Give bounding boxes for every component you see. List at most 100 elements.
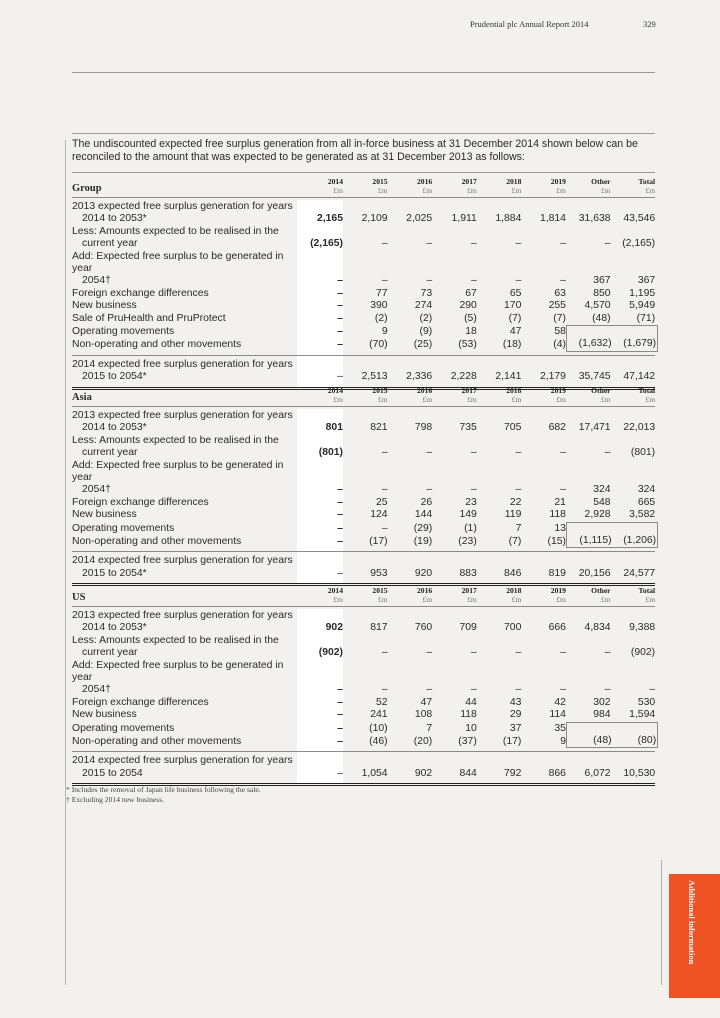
intro-paragraph: The undiscounted expected free surplus g… — [72, 138, 638, 163]
cell-value: 22 — [509, 496, 522, 508]
column-unit: £m — [422, 394, 433, 404]
column-unit: £m — [467, 185, 477, 195]
footnotes: * Includes the removal of Japan life bus… — [66, 785, 261, 805]
column-year: Total — [638, 177, 656, 186]
row-label-line: Less: Amounts expected to be realised in… — [72, 225, 279, 237]
row-label-line: Foreign exchange differences — [72, 696, 209, 708]
column-year: 2018 — [506, 586, 522, 595]
cell-value: 2,165 — [316, 213, 343, 225]
cell-value: (17) — [369, 536, 388, 548]
column-year: Other — [591, 386, 611, 395]
table-row: New business – 124 144 149 119 118 2,928 3,582 — [72, 509, 655, 521]
column-unit: £m — [422, 185, 433, 195]
cell-value: – — [471, 275, 477, 287]
row-label: Operating movements — [72, 523, 297, 535]
table-row: Less: Amounts expected to be realised in… — [72, 226, 655, 251]
cell-value: 29 — [509, 709, 522, 721]
cell-value: 73 — [420, 287, 433, 299]
cell-value: 548 — [593, 496, 611, 508]
row-label-line: Operating movements — [72, 522, 175, 534]
cell-value: – — [471, 647, 477, 659]
cell-value: 324 — [593, 484, 611, 496]
column-unit: £m — [333, 594, 343, 604]
cell-value: (902) — [630, 647, 656, 659]
section-tab[interactable]: Additional information — [669, 874, 720, 998]
cell-value: – — [426, 684, 433, 696]
row-label-line: 2015 to 2054 — [82, 767, 143, 779]
cell-value: – — [515, 647, 522, 659]
cell-value: – — [381, 522, 388, 534]
cell-value: 47 — [509, 326, 522, 338]
cell-value: 35,745 — [578, 371, 611, 383]
row-label-line: 2054† — [82, 484, 111, 496]
cell-value: – — [381, 447, 388, 459]
column-header: 2015 £m — [343, 386, 387, 404]
cell-value: – — [337, 300, 343, 312]
row-label-line: Non-operating and other movements — [72, 536, 242, 548]
row-label-line: 2054† — [82, 684, 111, 696]
cell-value: 44 — [465, 696, 477, 708]
cell-value — [565, 721, 612, 736]
cell-value: 705 — [504, 422, 522, 434]
table-header-row: Group 2014 £m 2015 £m 2016 £m 2017 £m 2018 £m 2019 £… — [72, 177, 656, 198]
column-year: 2014 — [327, 586, 343, 595]
table-row: Add: Expected free surplus to be generat… — [72, 460, 655, 497]
column-unit: £m — [645, 185, 656, 195]
cell-value: 25 — [376, 496, 388, 508]
cell-value: – — [560, 447, 566, 459]
cell-value: – — [381, 684, 388, 696]
highlight-2014-column — [297, 609, 343, 784]
column-unit: £m — [600, 185, 611, 195]
cell-value: 367 — [593, 275, 611, 287]
cell-value: 817 — [370, 622, 388, 634]
table-row: Operating movements – 9 (9) 18 47 58 — [72, 325, 659, 339]
cell-value: (29) — [413, 522, 433, 534]
cell-value: 4,834 — [584, 622, 611, 634]
cell-value: (1,632) — [565, 338, 612, 352]
cell-value: 63 — [554, 287, 566, 299]
cell-value: 760 — [414, 622, 433, 634]
cell-value: 367 — [637, 275, 656, 287]
table-row: Foreign exchange differences – 25 26 23 22 21 5… — [72, 497, 655, 509]
cell-value: 47,142 — [623, 371, 656, 383]
cell-value: (23) — [458, 536, 477, 548]
highlight-2014-column — [297, 409, 343, 584]
cell-value: – — [337, 736, 343, 748]
cell-value: 274 — [414, 300, 433, 312]
cell-value: 1,594 — [629, 709, 656, 721]
column-year: 2019 — [550, 386, 566, 395]
row-label: Non-operating and other movements — [72, 736, 297, 748]
row-label: New business — [72, 509, 297, 521]
row-label-line: Non-operating and other movements — [72, 736, 242, 748]
cell-value: 792 — [504, 767, 522, 779]
row-label-line: New business — [72, 509, 137, 521]
column-header: 2015 £m — [343, 586, 388, 604]
cell-value: (19) — [413, 536, 433, 548]
cell-value: – — [337, 339, 343, 351]
cell-value: (37) — [458, 736, 477, 748]
cell-value — [611, 721, 659, 736]
cell-value: 844 — [459, 767, 477, 779]
cell-value: (2) — [374, 312, 388, 324]
row-label: Operating movements — [72, 723, 297, 735]
cell-value: – — [604, 647, 611, 659]
column-unit: £m — [511, 594, 522, 604]
table-row: 2013 expected free surplus generation fo… — [72, 201, 655, 226]
table-row: Non-operating and other movements – (70) (2… — [72, 338, 659, 352]
cell-value: (2,165) — [622, 238, 656, 250]
cell-value: – — [560, 275, 566, 287]
column-year: 2015 — [372, 586, 388, 595]
cell-value: – — [337, 312, 343, 324]
cell-value: (4) — [553, 339, 566, 351]
cell-value: 31,638 — [578, 213, 611, 225]
section-title: US — [72, 591, 86, 603]
cell-value: – — [471, 684, 477, 696]
column-unit: £m — [556, 394, 566, 404]
row-label-line: Foreign exchange differences — [72, 287, 209, 299]
cell-value: 324 — [637, 484, 656, 496]
column-header: 2019 £m — [521, 386, 566, 404]
cell-value: (7) — [553, 312, 566, 324]
column-unit: £m — [511, 394, 522, 404]
column-year: 2019 — [550, 586, 566, 595]
row-label-line: Add: Expected free surplus to be generat… — [72, 459, 284, 484]
